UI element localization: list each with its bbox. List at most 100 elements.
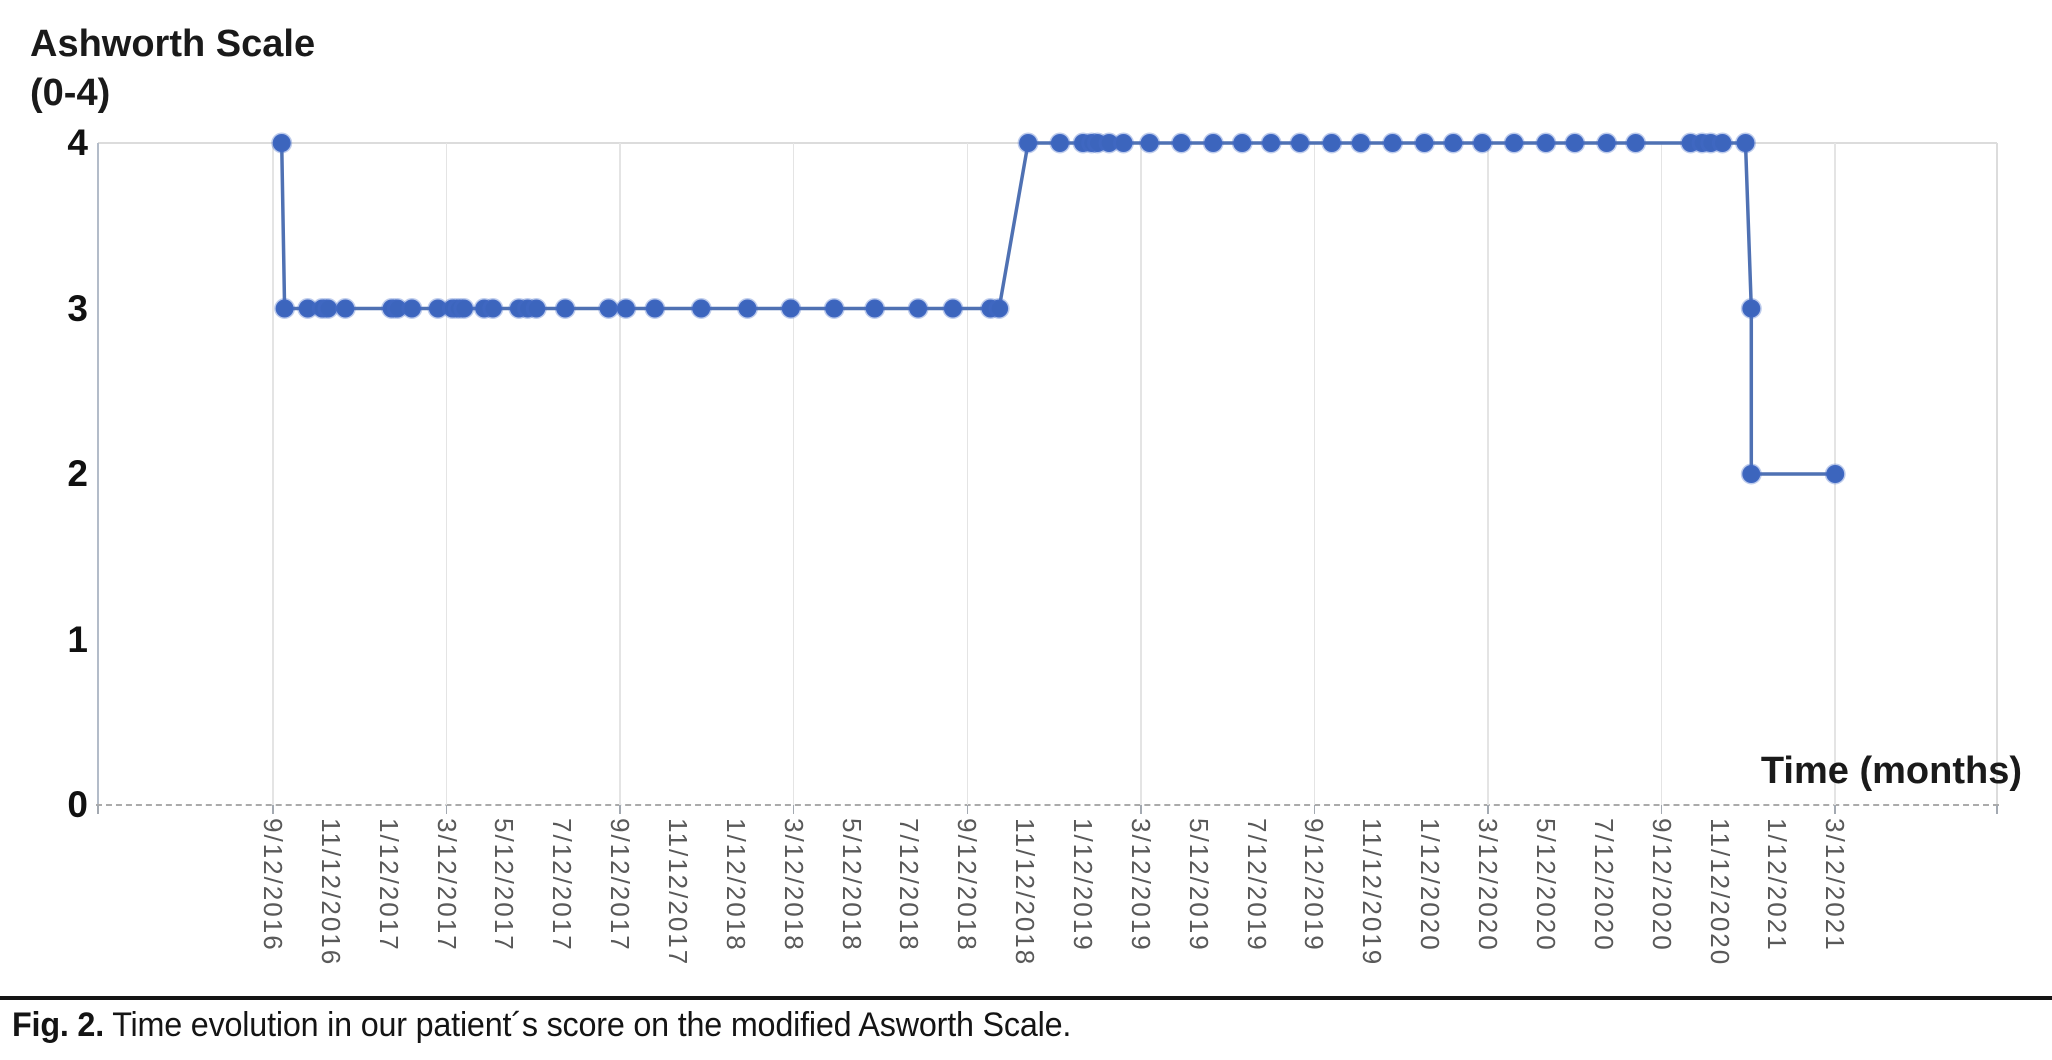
data-point: [737, 298, 758, 319]
plot-right-border: [1996, 143, 1998, 805]
data-point: [1321, 132, 1343, 154]
x-tick-label: 1/12/2019: [1068, 818, 1099, 952]
axis-tick: [1140, 805, 1142, 814]
data-point: [1740, 463, 1762, 485]
data-point: [942, 298, 964, 319]
data-point: [525, 298, 547, 319]
x-tick-label: 3/12/2017: [431, 818, 462, 952]
axis-tick: [1996, 805, 1998, 814]
data-point: [1625, 132, 1647, 154]
x-tick-label: 3/12/2020: [1473, 818, 1504, 952]
axis-tick: [619, 805, 621, 814]
y-tick-label: 1: [67, 618, 88, 660]
x-tick-label: 3/12/2018: [778, 818, 809, 952]
y-axis-title: Ashworth Scale (0-4): [30, 23, 316, 114]
data-point: [334, 298, 356, 319]
data-point: [1113, 132, 1134, 154]
x-tick-label: 11/12/2019: [1357, 818, 1388, 967]
figure-caption-text: Time evolution in our patient´s score on…: [104, 1006, 1072, 1044]
x-tick-label: 5/12/2020: [1530, 818, 1561, 952]
x-tick-label: 11/12/2020: [1704, 818, 1735, 967]
data-point: [780, 298, 802, 319]
figure-caption-label: Fig. 2.: [12, 1006, 105, 1044]
x-tick-label: 9/12/2018: [952, 818, 983, 952]
x-axis-baseline: [96, 804, 1999, 806]
data-point: [1735, 132, 1756, 154]
data-point: [1139, 132, 1161, 154]
axis-tick: [272, 805, 274, 814]
y-tick-label: 3: [67, 287, 88, 329]
data-point: [864, 298, 886, 319]
vertical-gridline: [272, 143, 274, 805]
axis-tick: [1487, 805, 1489, 814]
x-tick-label: 5/12/2017: [489, 818, 520, 952]
vertical-gridline: [445, 143, 448, 805]
data-point: [482, 298, 504, 319]
data-point: [1049, 132, 1071, 154]
data-point: [1350, 132, 1372, 154]
y-tick-label: 4: [67, 122, 88, 163]
axis-tick: [792, 805, 795, 814]
data-point: [1382, 132, 1404, 154]
data-point: [644, 298, 666, 319]
x-tick-label: 5/12/2019: [1183, 818, 1214, 952]
vertical-gridline: [966, 143, 969, 805]
data-point: [1289, 132, 1311, 154]
caption-divider-rule: [0, 996, 2052, 1000]
data-point: [1711, 132, 1733, 154]
data-point: [1740, 298, 1762, 319]
data-point: [1503, 132, 1525, 154]
axis-tick: [1660, 805, 1663, 814]
axis-tick: [966, 805, 969, 814]
x-tick-label: 1/12/2017: [373, 818, 404, 952]
figure-caption: Fig. 2. Time evolution in our patient´s …: [12, 1006, 1071, 1045]
x-tick-label: 1/12/2021: [1762, 818, 1793, 952]
vertical-gridline: [792, 143, 795, 805]
data-point: [453, 298, 475, 319]
x-tick-label: 7/12/2019: [1241, 818, 1272, 952]
vertical-gridline: [1487, 143, 1489, 805]
data-point: [1442, 132, 1464, 154]
data-point: [690, 298, 712, 319]
data-point: [1170, 132, 1192, 154]
x-tick-label: 9/12/2020: [1646, 818, 1677, 952]
vertical-gridline: [1660, 143, 1663, 805]
x-tick-label: 11/12/2017: [663, 818, 694, 967]
data-point: [907, 298, 929, 319]
x-axis-title: Time (months): [1760, 750, 2022, 792]
data-point: [554, 298, 576, 319]
x-tick-label: 7/12/2020: [1588, 818, 1619, 952]
data-point: [1017, 132, 1039, 154]
axis-tick: [1834, 805, 1836, 814]
data-point: [988, 298, 1010, 319]
data-point: [1535, 132, 1557, 154]
y-axis-line: [97, 143, 99, 805]
x-tick-label: 7/12/2017: [547, 818, 578, 952]
x-tick-label: 9/12/2017: [605, 818, 636, 952]
data-point: [1471, 132, 1493, 154]
x-tick-label: 3/12/2019: [1125, 818, 1156, 952]
plot-area: [96, 132, 1999, 814]
vertical-gridline: [1140, 143, 1142, 805]
data-point: [401, 298, 423, 319]
data-point: [823, 298, 845, 319]
x-tick-label: 1/12/2020: [1415, 818, 1446, 952]
data-point: [1202, 132, 1224, 154]
x-tick-label: 9/12/2019: [1299, 818, 1330, 952]
x-tick-label: 5/12/2018: [836, 818, 867, 952]
data-point: [1824, 463, 1846, 485]
y-tick-label: 2: [67, 453, 88, 494]
data-point: [1564, 132, 1586, 154]
x-tick-label: 7/12/2018: [894, 818, 925, 952]
data-point: [598, 298, 620, 319]
x-tick-label: 11/12/2016: [315, 818, 346, 967]
axis-tick: [1313, 805, 1316, 814]
x-tick-label: 9/12/2016: [258, 818, 288, 952]
data-point: [1413, 132, 1435, 154]
x-tick-label: 3/12/2021: [1820, 818, 1851, 952]
data-point: [274, 298, 296, 319]
vertical-gridline: [619, 143, 621, 805]
vertical-gridline: [1313, 143, 1316, 805]
data-point: [1260, 132, 1282, 154]
